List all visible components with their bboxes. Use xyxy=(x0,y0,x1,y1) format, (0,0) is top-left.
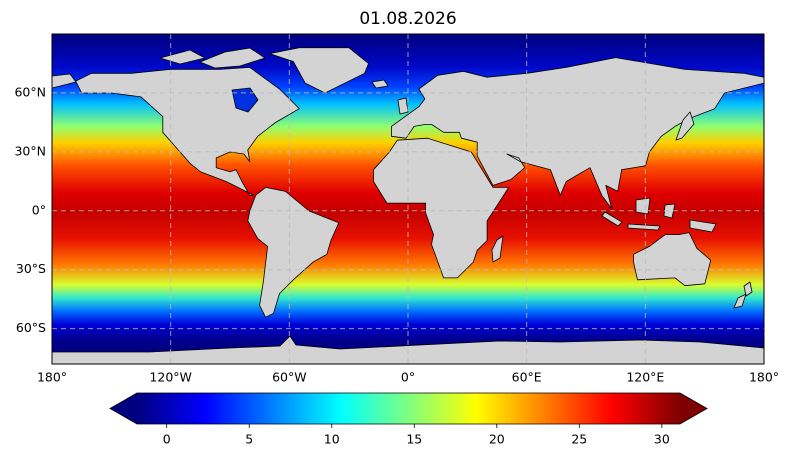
colorbar-tick-label: 15 xyxy=(406,432,422,447)
latitude-label: 30°S xyxy=(16,261,46,276)
colorbar-extend-min xyxy=(110,393,137,424)
latitude-label: 60°S xyxy=(16,320,46,335)
longitude-label: 180° xyxy=(749,370,779,385)
south-america xyxy=(247,187,340,318)
colorbar-tick-label: 25 xyxy=(571,432,587,447)
iceland xyxy=(371,79,389,89)
latitude-label: 0° xyxy=(32,202,46,217)
colorbar-extend-max xyxy=(680,393,707,424)
longitude-label: 0° xyxy=(401,370,415,385)
map-area xyxy=(52,34,764,364)
chukotka xyxy=(52,73,77,89)
hudson-bay xyxy=(231,87,259,113)
colorbar: 0 5 10 15 20 25 30 xyxy=(109,392,708,447)
colorbar-tick-label: 10 xyxy=(324,432,340,447)
longitude-label: 120°W xyxy=(149,370,191,385)
arctic-islands xyxy=(159,47,266,69)
colorbar-tick-label: 0 xyxy=(163,432,171,447)
map-axes: 180° 120°W 60°W 0° 60°E 120°E 180° 60°S 30°S 0° 30… xyxy=(14,84,779,384)
colorbar-outline xyxy=(109,392,708,425)
longitude-label: 60°W xyxy=(272,370,307,385)
map-title: 01.08.2026 xyxy=(359,9,456,29)
madagascar xyxy=(491,235,504,263)
longitude-label: 120°E xyxy=(626,370,664,385)
longitude-label: 60°E xyxy=(512,370,542,385)
colorbar-tick-label: 30 xyxy=(654,432,670,447)
colorbar-scale xyxy=(137,393,680,424)
graticule xyxy=(52,34,764,364)
great-britain xyxy=(397,97,409,115)
eurasia xyxy=(391,57,764,210)
indonesia xyxy=(601,197,717,233)
latitude-label: 30°N xyxy=(14,143,46,158)
new-zealand xyxy=(733,281,753,309)
japan xyxy=(675,111,695,141)
longitude-label: 180° xyxy=(37,370,67,385)
colorbar-tick-label: 5 xyxy=(245,432,253,447)
map-frame xyxy=(51,33,765,365)
australia xyxy=(633,232,712,287)
colorbar-tick-label: 20 xyxy=(489,432,505,447)
latitude-label: 60°N xyxy=(14,84,46,99)
africa xyxy=(373,137,510,279)
